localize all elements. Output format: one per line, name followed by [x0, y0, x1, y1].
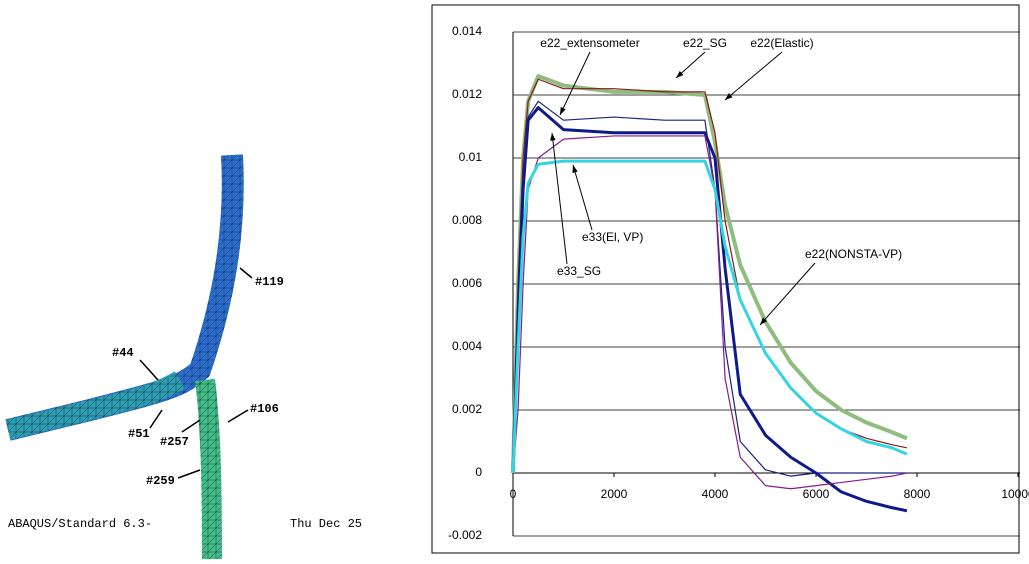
annotation-arrow: [560, 52, 590, 115]
footer-right: Thu Dec 25: [290, 517, 362, 531]
y-tick-label: 0.004: [452, 339, 482, 353]
y-tick-label: -0.002: [448, 528, 482, 542]
series-annotation: e22_SG: [683, 36, 727, 50]
x-tick-label: 8000: [904, 487, 931, 501]
x-tick-label: 4000: [702, 487, 729, 501]
y-tick-label: 0.014: [452, 24, 482, 38]
page: #119 #44 #51 #257 #106 #259 ABAQUS/Stand…: [0, 0, 1029, 559]
annotation-arrow: [552, 133, 567, 264]
chart: -0.002 0 0.002 0.004 0.006 0.008 0.01 0.012 0.01…: [448, 24, 1029, 542]
y-tick-label: 0.008: [452, 213, 482, 227]
node-label: #44: [112, 346, 134, 360]
series-line: [513, 136, 907, 489]
y-tick-label: 0.006: [452, 276, 482, 290]
node-label: #257: [160, 435, 189, 449]
x-tick-label: 6000: [803, 487, 830, 501]
series-line: [513, 108, 907, 511]
annotation-arrow: [573, 165, 592, 230]
y-tick-label: 0.002: [452, 402, 482, 416]
node-label: #259: [146, 474, 175, 488]
annotation-arrow: [760, 263, 815, 325]
series-annotation: e33(El, VP): [582, 230, 643, 244]
series-line: [513, 101, 907, 476]
arrow-head: [550, 133, 555, 141]
annotation-arrow: [725, 52, 782, 100]
x-tick-label: 0: [510, 487, 517, 501]
footer-left: ABAQUS/Standard 6.3-: [8, 517, 152, 531]
x-tick-label: 10000: [1001, 487, 1029, 501]
y-tick-label: 0: [475, 465, 482, 479]
x-tick-label: 2000: [601, 487, 628, 501]
series-annotation: e22(NONSTA-VP): [805, 247, 902, 261]
series-annotation: e33_SG: [557, 264, 601, 278]
series-annotation: e22_extensometer: [540, 36, 639, 50]
node-label: #51: [128, 427, 150, 441]
arrow-head: [572, 165, 577, 173]
series-line: [513, 161, 907, 473]
node-label: #106: [250, 402, 279, 416]
series-annotation: e22(Elastic): [750, 36, 813, 50]
node-label: #119: [255, 275, 284, 289]
arrow-head: [560, 107, 566, 115]
y-tick-label: 0.012: [452, 87, 482, 101]
y-tick-label: 0.01: [459, 150, 483, 164]
